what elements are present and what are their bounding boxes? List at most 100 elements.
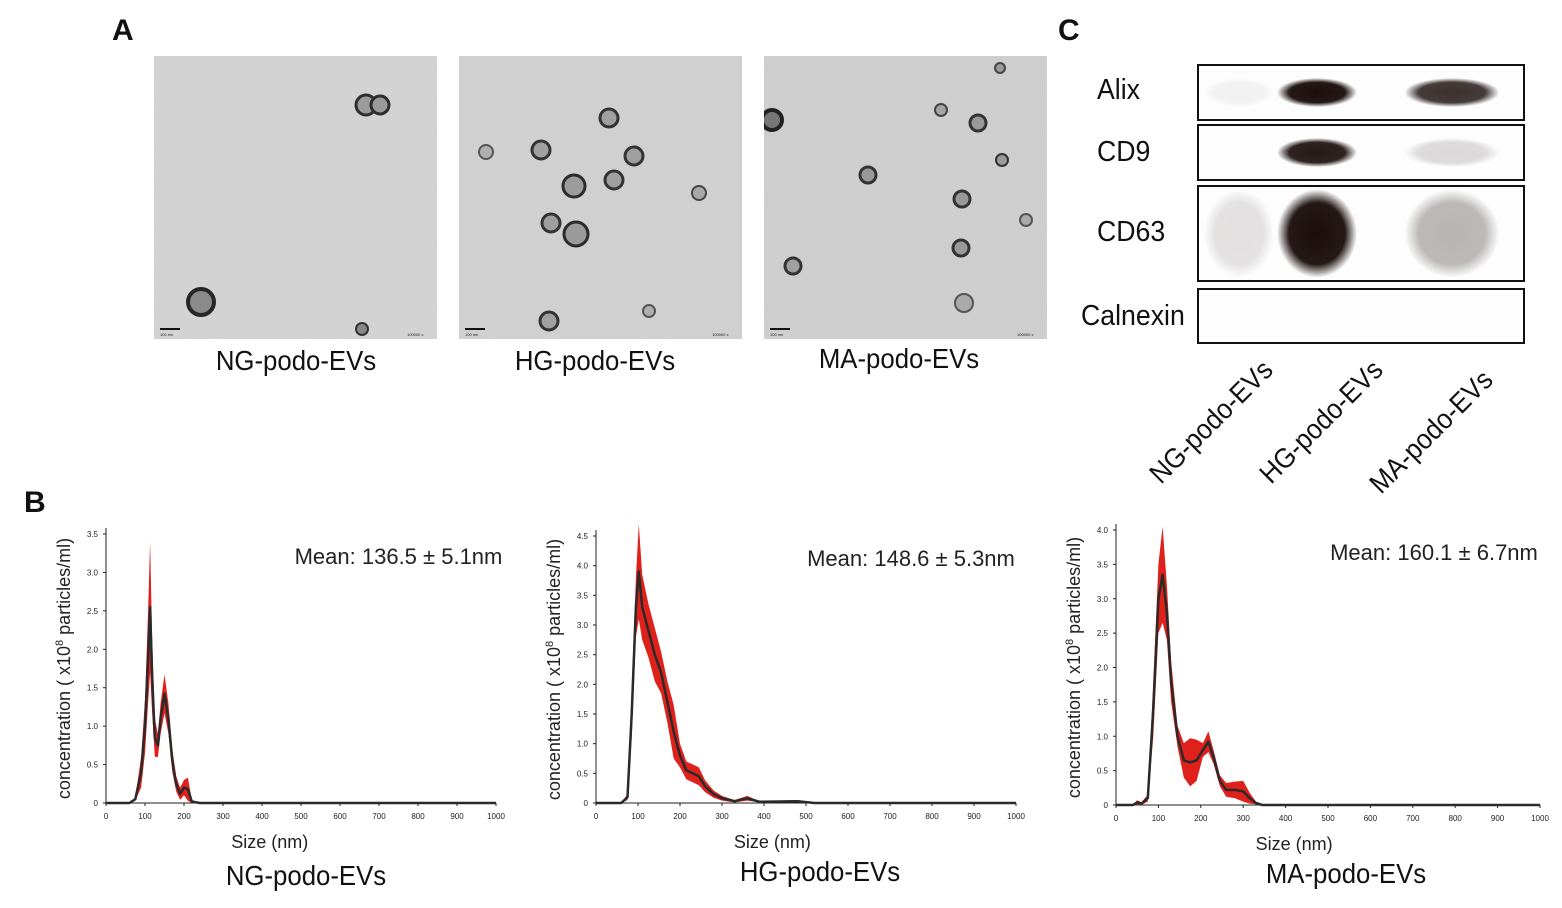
y-tick-label: 4.5 [577,532,589,541]
x-tick-label: 900 [967,812,981,821]
y-tick-label: 0 [94,799,99,808]
blot-row-alix [1197,64,1525,121]
x-tick-label: 400 [255,812,269,821]
x-tick-label: 300 [216,812,230,821]
protein-label-cd63: CD63 [1097,216,1166,248]
band-ma [1404,301,1500,331]
x-tick-label: 800 [925,812,939,821]
error-band [1116,526,1540,805]
y-tick-label: 3.0 [1097,595,1109,604]
tem-magnification: 100000 x [1017,332,1033,337]
y-tick-label: 3.0 [577,621,589,630]
chart-title-ng: NG-podo-EVs [225,860,387,891]
x-tick-label: 400 [1279,814,1293,823]
panel-label-a: A [112,14,134,47]
y-tick-label: 2.0 [1097,664,1109,673]
tem-micrograph-hg: 100 nm 100000 x [459,56,742,339]
tem-scale-bar: 100 nm [465,332,479,337]
x-tick-label: 200 [177,812,191,821]
tem-image-ng: 100 nm 100000 x [154,56,437,339]
x-tick-label: 500 [1321,814,1335,823]
band-ma [1404,189,1500,278]
blot-row-cd9 [1197,124,1525,181]
nta-chart-ng-svg: 0 0.5 1.0 1.5 2.0 2.5 3.0 3.5 0 100 200 300 400 500 60… [54,528,505,852]
x-tick-label: 200 [673,812,687,821]
y-axis-label: concentration ( x108 particles/ml) [1064,537,1084,798]
lane-label-ma: MA-podo-EVs [1363,363,1499,500]
x-tick-label: 800 [411,812,425,821]
band-ng [1204,189,1274,278]
y-tick-label: 1.5 [87,684,99,693]
x-tick-label: 200 [1194,814,1208,823]
nta-chart-hg: 0 0.5 1.0 1.5 2.0 2.5 3.0 3.5 4.0 4.5 0 100 200 300 40… [530,510,1025,852]
x-tick-label: 1000 [1531,814,1549,823]
protein-label-alix: Alix [1097,74,1140,106]
tem-micrograph-ma: 100 nm 100000 x [764,56,1047,339]
y-tick-label: 4.0 [577,562,589,571]
y-tick-label: 2.5 [87,607,99,616]
band-ng [1204,301,1274,331]
y-tick-label: 4.0 [1097,526,1109,535]
blot-cd63-svg [1204,189,1500,278]
x-tick-label: 800 [1449,814,1463,823]
tem-label-ng: NG-podo-EVs [215,345,377,376]
mean-line [106,605,496,805]
x-tick-label: 100 [1152,814,1166,823]
y-tick-label: 1.0 [1097,732,1109,741]
y-tick-label: 2.5 [1097,629,1109,638]
chart-title-ma: MA-podo-EVs [1265,858,1427,889]
y-tick-label: 1.0 [577,740,589,749]
nta-chart-ng: 0 0.5 1.0 1.5 2.0 2.5 3.0 3.5 0 100 200 300 400 500 60… [40,520,510,852]
band-ng [1204,137,1274,168]
y-tick-label: 3.0 [87,568,99,577]
x-tick-label: 1000 [1007,812,1025,821]
x-tick-label: 300 [715,812,729,821]
band-hg [1277,301,1357,331]
band-hg [1277,189,1357,278]
x-tick-label: 700 [372,812,386,821]
nta-chart-ma-svg: 0 0.5 1.0 1.5 2.0 2.5 3.0 3.5 4.0 0 100 200 300 400 50… [1064,524,1549,854]
x-tick-label: 600 [333,812,347,821]
error-band [106,541,496,803]
y-tick-label: 0 [1104,801,1109,810]
x-tick-label: 700 [1406,814,1420,823]
band-hg [1277,137,1357,168]
y-tick-label: 2.0 [87,645,99,654]
y-tick-label: 0.5 [87,761,99,770]
y-tick-label: 0 [584,799,589,808]
tem-image-ma: 100 nm 100000 x [764,56,1047,339]
x-tick-label: 500 [799,812,813,821]
panel-label-c: C [1058,14,1080,47]
y-tick-label: 3.5 [87,530,99,539]
y-tick-label: 0.5 [577,769,589,778]
x-axis-label: Size (nm) [1256,834,1333,854]
tem-label-hg: HG-podo-EVs [514,345,676,376]
x-tick-label: 0 [594,812,599,821]
nta-chart-hg-svg: 0 0.5 1.0 1.5 2.0 2.5 3.0 3.5 4.0 4.5 0 100 200 300 40… [544,524,1025,852]
protein-label-cd9: CD9 [1097,136,1151,168]
x-tick-label: 900 [450,812,464,821]
nta-chart-ma: 0 0.5 1.0 1.5 2.0 2.5 3.0 3.5 4.0 0 100 200 300 400 50… [1050,510,1550,854]
band-ma [1404,137,1500,168]
x-axis-label: Size (nm) [734,832,811,852]
y-axis-label: concentration ( x108 particles/ml) [54,538,74,799]
panel-label-b: B [24,486,46,519]
tem-scale-bar: 100 nm [770,332,784,337]
mean-annotation: Mean: 148.6 ± 5.3nm [807,546,1015,571]
tem-micrograph-ng: 100 nm 100000 x [154,56,437,339]
y-tick-label: 2.5 [577,651,589,660]
x-tick-label: 100 [631,812,645,821]
y-tick-label: 0.5 [1097,767,1109,776]
mean-annotation: Mean: 160.1 ± 6.7nm [1330,540,1538,565]
mean-annotation: Mean: 136.5 ± 5.1nm [295,544,503,569]
error-band [596,524,1016,803]
blot-alix-svg [1204,77,1500,108]
blot-row-cd63 [1197,185,1525,282]
tem-magnification: 100000 x [712,332,728,337]
blot-cd9-svg [1204,137,1500,168]
mean-line [1116,573,1540,807]
x-tick-label: 700 [883,812,897,821]
tem-label-ma: MA-podo-EVs [818,343,980,374]
mean-line [596,570,1016,805]
band-hg [1277,77,1357,108]
